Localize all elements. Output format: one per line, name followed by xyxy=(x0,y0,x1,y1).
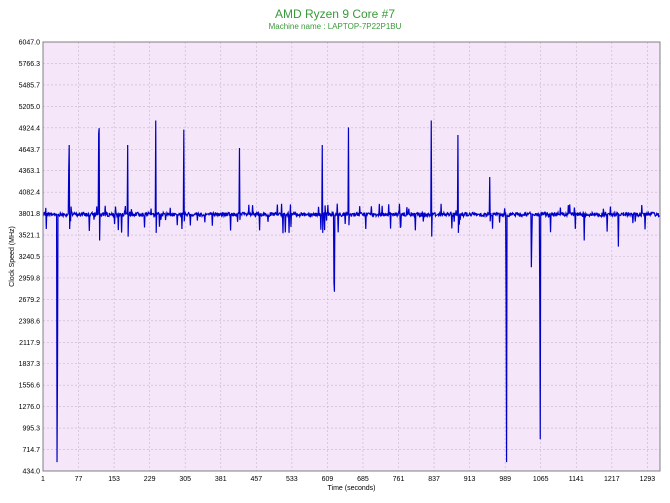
y-tick-label: 5205.0 xyxy=(19,104,41,111)
y-tick-label: 2679.2 xyxy=(19,297,41,304)
y-axis-ticks: 6047.0 5766.3 5485.7 5205.0 4924.4 4643.7 4363… xyxy=(19,40,41,476)
x-tick-label: 457 xyxy=(250,476,262,483)
x-tick-label: 533 xyxy=(286,476,298,483)
x-axis-ticks: 1 77 153 229 305 381 457 533 609 685 761 837 913 989 1… xyxy=(41,476,655,483)
y-tick-label: 714.7 xyxy=(22,447,40,454)
y-tick-label: 4082.4 xyxy=(19,190,41,197)
x-tick-label: 685 xyxy=(357,476,369,483)
y-tick-label: 4643.7 xyxy=(19,147,41,154)
grid-lines xyxy=(42,41,660,472)
x-tick-label: 1217 xyxy=(604,476,620,483)
y-tick-label: 2398.6 xyxy=(19,318,41,325)
y-tick-label: 2117.9 xyxy=(19,340,40,347)
x-tick-label: 913 xyxy=(464,476,476,483)
x-tick-label: 837 xyxy=(428,476,440,483)
x-axis-label: Time (seconds) xyxy=(328,485,376,492)
y-tick-label: 5485.7 xyxy=(19,82,41,89)
y-tick-label: 995.3 xyxy=(22,426,40,433)
x-tick-label: 1141 xyxy=(569,476,584,483)
y-tick-label: 4924.4 xyxy=(19,125,41,132)
x-tick-label: 609 xyxy=(322,476,334,483)
y-tick-label: 2959.8 xyxy=(19,275,41,282)
y-tick-label: 1556.6 xyxy=(19,383,41,390)
y-tick-label: 1276.0 xyxy=(19,404,41,411)
series-line-clock-speed xyxy=(42,120,661,463)
y-tick-label: 5766.3 xyxy=(19,61,41,68)
x-tick-label: 381 xyxy=(215,476,227,483)
chart-title: AMD Ryzen 9 Core #7 xyxy=(274,7,396,21)
y-axis-label: Clock Speed (MHz) xyxy=(9,226,16,287)
x-tick-label: 1 xyxy=(41,476,45,483)
chart-subtitle: Machine name : LAPTOP-7P22P1BU xyxy=(268,22,402,31)
x-tick-label: 77 xyxy=(75,476,83,483)
y-tick-label: 6047.0 xyxy=(19,40,41,47)
x-tick-label: 229 xyxy=(144,476,156,483)
y-tick-label: 3801.8 xyxy=(19,211,41,218)
x-tick-label: 1293 xyxy=(640,476,656,483)
plot-frame xyxy=(42,41,661,472)
y-tick-label: 4363.1 xyxy=(19,168,41,175)
y-tick-label: 3240.5 xyxy=(19,254,41,261)
x-tick-label: 305 xyxy=(179,476,191,483)
x-tick-label: 989 xyxy=(499,476,511,483)
y-tick-label: 434.0 xyxy=(22,469,40,476)
y-tick-label: 1837.3 xyxy=(19,361,41,368)
x-tick-label: 153 xyxy=(108,476,120,483)
x-tick-label: 1065 xyxy=(533,476,549,483)
y-tick-label: 3521.1 xyxy=(19,233,41,240)
x-tick-label: 761 xyxy=(393,476,405,483)
